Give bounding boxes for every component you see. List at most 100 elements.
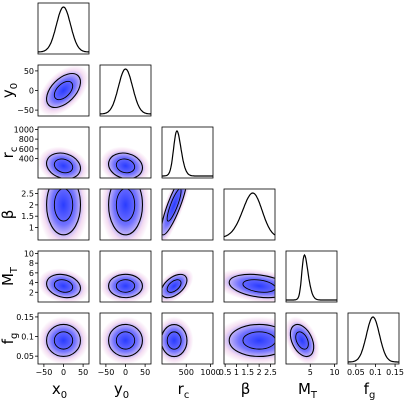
panel-frame bbox=[161, 126, 214, 179]
ylabel-sub: 0 bbox=[9, 83, 20, 89]
panel-beta-rc bbox=[161, 188, 214, 241]
ylabel-sub: c bbox=[9, 147, 20, 153]
density-cloud bbox=[286, 316, 320, 364]
contour-outer bbox=[162, 323, 188, 358]
ylabel-main: f bbox=[0, 338, 17, 344]
xlabel-rc: rc bbox=[178, 380, 190, 401]
xlabel-fg: fg bbox=[364, 380, 376, 401]
density-beta-y0 bbox=[100, 189, 151, 240]
density-MT-x0 bbox=[38, 268, 89, 302]
xlabel-sub: 0 bbox=[61, 390, 67, 401]
xtick-label-y0: 50 bbox=[140, 368, 150, 377]
panel-x0-x0 bbox=[37, 2, 90, 55]
contour-outer bbox=[46, 273, 82, 299]
panel-fg-fg: 0.05 0.1 0.15 fg bbox=[347, 312, 404, 401]
density-MT-beta bbox=[224, 268, 275, 302]
ylabel-main: M bbox=[0, 273, 17, 286]
panel-MT-MT bbox=[285, 250, 338, 303]
panel-fg-x0: 0.05 0.1 0.15 fg −50 0 50 x0 bbox=[0, 312, 90, 401]
density-cloud bbox=[38, 189, 89, 240]
xlabel-x0: x0 bbox=[52, 380, 67, 401]
panel-beta-beta bbox=[223, 188, 276, 241]
ytick-label-MT: 2 bbox=[29, 288, 34, 297]
xlabel-sub: g bbox=[369, 390, 375, 401]
ytick-label-rc: 1000 bbox=[14, 125, 34, 134]
ylabel-fg: fg bbox=[0, 333, 20, 345]
density-MT-rc bbox=[162, 268, 194, 302]
ytick-label-beta: 2.5 bbox=[21, 190, 34, 199]
panel-frame bbox=[99, 64, 152, 117]
ylabel-sub: g bbox=[9, 333, 20, 339]
density-rc-y0 bbox=[100, 146, 151, 178]
density-cloud bbox=[162, 316, 194, 364]
xtick-label-beta: 0.5 bbox=[219, 368, 232, 377]
contour-inner bbox=[166, 279, 182, 293]
xtick-label-x0: 50 bbox=[78, 368, 88, 377]
contour-outer bbox=[162, 273, 188, 299]
ytick-label-beta: 2 bbox=[29, 201, 34, 210]
density-fg-beta bbox=[224, 316, 275, 364]
ytick-label-y0: 50 bbox=[24, 67, 34, 76]
marginal-curve-rc bbox=[162, 130, 213, 177]
panel-frame bbox=[37, 2, 90, 55]
contour-outer bbox=[228, 323, 275, 358]
contour-inner bbox=[53, 158, 74, 174]
ytick-label-rc: 800 bbox=[19, 135, 34, 144]
xtick-label-y0: 0 bbox=[123, 368, 128, 377]
marginal-curve-MT bbox=[286, 253, 337, 301]
ytick-label-rc: 600 bbox=[19, 145, 34, 154]
xlabel-main: y bbox=[114, 380, 123, 398]
panel-fg-rc: 500 1000 rc bbox=[161, 312, 221, 401]
ytick-label-fg: 0.15 bbox=[16, 313, 34, 322]
density-cloud bbox=[100, 189, 151, 240]
ylabel-MT: MT bbox=[0, 266, 20, 286]
ylabel-sub: T bbox=[9, 266, 20, 274]
contour-outer bbox=[289, 323, 315, 358]
xtick-label-fg: 0.15 bbox=[386, 368, 404, 377]
density-cloud bbox=[100, 316, 151, 364]
density-cloud bbox=[100, 268, 151, 302]
density-rc-x0 bbox=[38, 146, 89, 178]
marginal-curve-y0 bbox=[100, 68, 151, 115]
xtick-label-beta: 2 bbox=[257, 368, 262, 377]
xtick-label-beta: 2.5 bbox=[264, 368, 277, 377]
contour-outer bbox=[108, 152, 144, 178]
density-beta-rc bbox=[162, 189, 194, 240]
contour-inner bbox=[166, 189, 182, 222]
xlabel-main: β bbox=[241, 380, 251, 398]
xlabel-main: M bbox=[298, 380, 311, 398]
xlabel-main: r bbox=[178, 380, 185, 398]
ytick-label-beta: 1 bbox=[29, 224, 34, 233]
xlabel-main: f bbox=[364, 380, 370, 398]
xtick-label-rc: 500 bbox=[179, 368, 194, 377]
marginal-curve-x0 bbox=[38, 6, 89, 53]
xtick-label-y0: −50 bbox=[97, 368, 114, 377]
density-cloud bbox=[38, 316, 89, 364]
panel-MT-rc bbox=[161, 250, 214, 303]
xtick-label-beta: 1.5 bbox=[241, 368, 254, 377]
xtick-label-x0: 0 bbox=[61, 368, 66, 377]
panel-frame bbox=[347, 312, 400, 365]
ytick-label-fg: 0.1 bbox=[21, 333, 34, 342]
panel-frame bbox=[285, 250, 338, 303]
density-fg-y0 bbox=[100, 316, 151, 364]
xlabel-sub: T bbox=[310, 390, 318, 401]
ylabel-beta: β bbox=[0, 210, 17, 220]
density-cloud bbox=[162, 268, 194, 302]
ylabel-main: r bbox=[0, 151, 17, 158]
ytick-label-fg: 0.05 bbox=[16, 352, 34, 361]
panel-beta-y0 bbox=[99, 188, 152, 241]
ylabel-rc: rc bbox=[0, 147, 20, 159]
contour-inner bbox=[115, 158, 136, 174]
contour-outer bbox=[162, 189, 188, 236]
density-fg-x0 bbox=[38, 316, 89, 364]
xtick-label-MT: 5 bbox=[308, 368, 313, 377]
xtick-label-beta: 1 bbox=[234, 368, 239, 377]
xlabel-y0: y0 bbox=[114, 380, 129, 401]
contour-outer bbox=[46, 73, 81, 108]
contour-inner bbox=[242, 279, 275, 293]
ytick-label-beta: 1.5 bbox=[21, 212, 34, 221]
panel-fg-MT: 5 10 MT bbox=[285, 312, 340, 401]
